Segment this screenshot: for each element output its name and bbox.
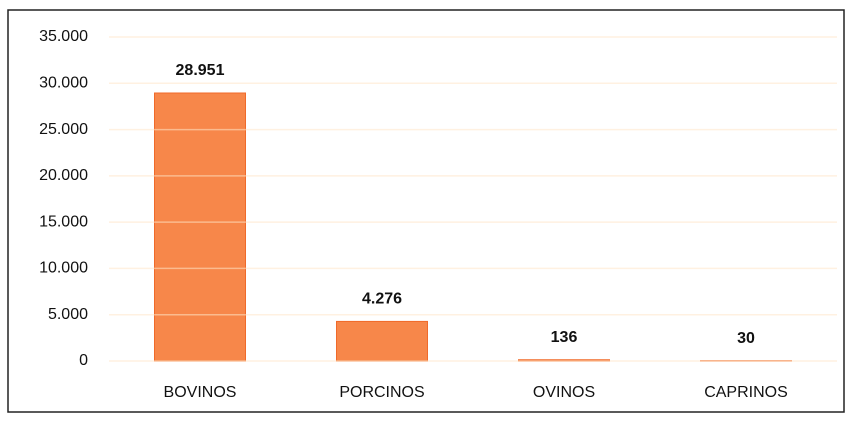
y-tick-label: 5.000 <box>48 306 88 323</box>
value-label: 28.951 <box>176 62 225 79</box>
y-tick-label: 10.000 <box>39 260 88 277</box>
x-tick-label: CAPRINOS <box>704 384 788 401</box>
value-label: 30 <box>737 330 755 347</box>
y-tick-label: 20.000 <box>39 167 88 184</box>
value-label: 136 <box>551 329 578 346</box>
y-tick-label: 15.000 <box>39 213 88 230</box>
y-tick-label: 25.000 <box>39 121 88 138</box>
y-tick-label: 35.000 <box>39 28 88 45</box>
x-tick-label: BOVINOS <box>164 384 237 401</box>
bar <box>336 320 428 362</box>
x-tick-label: OVINOS <box>533 384 595 401</box>
value-label: 4.276 <box>362 291 402 308</box>
bar <box>154 92 246 362</box>
y-tick-label: 30.000 <box>39 75 88 92</box>
y-tick-label: 0 <box>79 352 88 369</box>
x-tick-label: PORCINOS <box>339 384 424 401</box>
